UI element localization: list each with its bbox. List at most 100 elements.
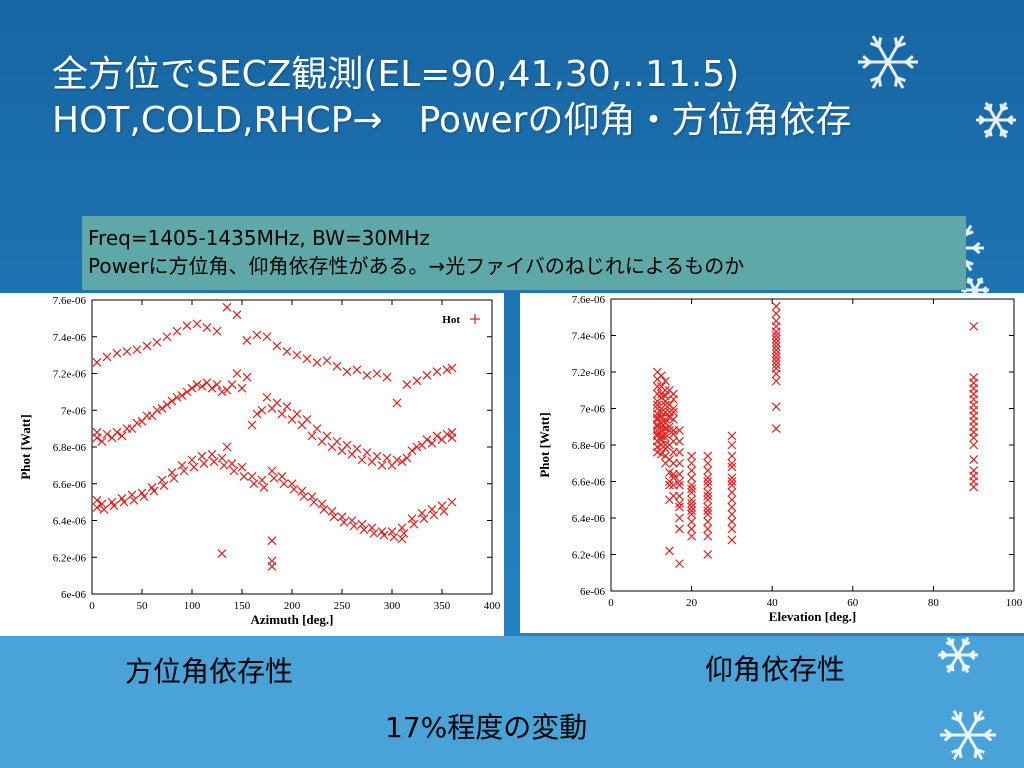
data-point [771, 309, 781, 319]
data-point [771, 402, 781, 412]
data-point [269, 473, 279, 483]
data-point [322, 356, 332, 366]
data-point [162, 400, 172, 410]
data-point [439, 506, 449, 516]
data-point [409, 519, 419, 529]
data-point [727, 462, 737, 472]
data-point [312, 424, 322, 434]
data-point [252, 409, 262, 419]
data-point [669, 394, 678, 404]
data-point [342, 367, 352, 377]
data-point [422, 370, 432, 380]
data-point [122, 347, 132, 356]
caption-variation: 17%程度の変動 [385, 711, 588, 744]
data-point [127, 490, 137, 500]
data-point [727, 502, 737, 512]
title-line-1: 全方位でSECZ観測(EL=90,41,30,..11.5) [52, 54, 740, 95]
data-point [232, 310, 242, 320]
data-point [660, 440, 670, 450]
data-point [675, 436, 684, 446]
data-point [207, 383, 217, 393]
data-point [437, 435, 447, 445]
x-tick-label: 100 [1006, 597, 1023, 609]
data-point [217, 387, 227, 397]
data-point [687, 458, 697, 468]
data-point [337, 446, 347, 456]
data-point [109, 501, 119, 511]
data-point [257, 405, 267, 415]
data-point [239, 471, 249, 481]
data-point [317, 499, 327, 509]
data-point [687, 495, 697, 505]
data-point [703, 502, 713, 512]
data-point [112, 348, 122, 358]
data-point [397, 523, 407, 533]
data-point [309, 497, 319, 507]
data-point [329, 512, 339, 522]
data-point [427, 438, 437, 448]
y-axis-label: Phot [Watt] [537, 412, 552, 477]
x-tick-label: 400 [484, 600, 501, 612]
info-freq-text: Freq=1405-1435MHz, BW=30MHz [88, 226, 430, 250]
data-point [675, 502, 684, 512]
data-point [660, 433, 670, 443]
azimuth-chart: 0 50 100 150 200 250 300 350 400 6e-06 6.2e-06 6.4e… [18, 295, 501, 627]
data-point [771, 349, 781, 359]
data-point [703, 466, 713, 475]
x-tick-label: 150 [234, 600, 251, 612]
data-point [199, 459, 209, 468]
data-point [282, 347, 292, 356]
data-point [287, 479, 297, 489]
data-point [259, 483, 269, 492]
data-point [352, 365, 362, 375]
data-point [117, 431, 127, 441]
data-point [157, 475, 167, 485]
data-point [727, 477, 737, 486]
x-tick-label: 80 [928, 597, 940, 609]
data-point [157, 403, 167, 413]
data-point [237, 383, 247, 393]
data-point [367, 457, 377, 467]
data-point [247, 420, 257, 430]
data-point [217, 453, 227, 463]
data-point [675, 458, 684, 468]
data-point [412, 376, 422, 386]
data-point [392, 398, 402, 408]
data-point [327, 506, 337, 516]
data-point [727, 440, 737, 450]
data-point [429, 510, 439, 520]
data-point [262, 332, 272, 342]
data-point [262, 392, 272, 402]
data-point [703, 550, 713, 559]
data-point [687, 509, 697, 519]
data-point [652, 382, 662, 392]
data-point [302, 354, 312, 364]
data-point [771, 338, 781, 348]
data-point [675, 480, 684, 490]
y-tick-label: 6.2e-06 [53, 552, 87, 564]
data-point [687, 473, 697, 483]
data-point [267, 466, 277, 476]
elevation-chart: 0 20 40 60 80 100 6e-06 6.2e-06 6.4e-06 6.6e-06 6.… [537, 294, 1023, 624]
data-point [687, 524, 697, 534]
data-point [969, 482, 979, 492]
data-point [412, 442, 422, 452]
data-point [217, 549, 227, 558]
data-point [442, 365, 452, 375]
data-point [402, 453, 412, 463]
data-point [187, 383, 197, 393]
data-point [447, 363, 457, 373]
data-point [447, 497, 457, 507]
data-point [771, 342, 781, 351]
data-point [227, 380, 237, 389]
y-tick-label: 7e-06 [61, 405, 87, 417]
x-tick-label: 50 [137, 600, 149, 612]
data-point [177, 391, 187, 400]
data-point [102, 429, 112, 439]
data-point [652, 413, 662, 423]
data-point [399, 528, 409, 538]
data-point [369, 528, 379, 538]
data-point [142, 341, 152, 351]
data-point [149, 486, 159, 496]
data-point [703, 531, 713, 541]
